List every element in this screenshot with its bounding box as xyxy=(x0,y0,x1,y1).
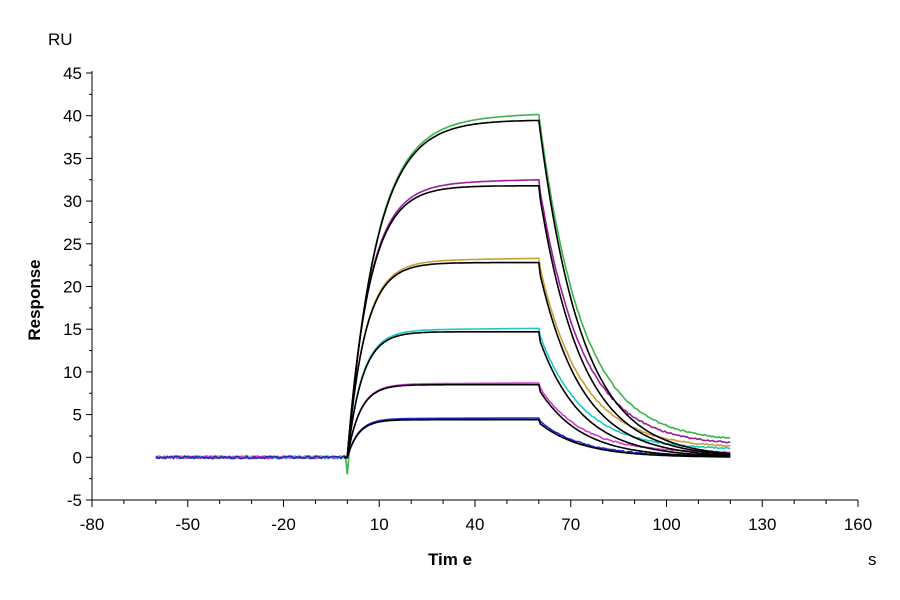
y-tick-label: -5 xyxy=(67,491,82,510)
data-series-2 xyxy=(155,179,731,460)
y-tick-label: 10 xyxy=(63,363,82,382)
x-tick-label: 40 xyxy=(466,515,485,534)
fit-layer xyxy=(344,119,731,459)
y-tick-label: 0 xyxy=(73,448,82,467)
y-unit-label: RU xyxy=(48,30,73,49)
fit-curve-6 xyxy=(344,418,731,459)
y-tick-label: 45 xyxy=(63,64,82,83)
x-unit-label: s xyxy=(868,550,877,569)
x-axis-title: Tim e xyxy=(428,550,472,569)
y-tick-label: 30 xyxy=(63,192,82,211)
x-tick-label: 100 xyxy=(652,515,680,534)
x-tick-label: 70 xyxy=(561,515,580,534)
y-tick-label: 15 xyxy=(63,320,82,339)
y-tick-label: 5 xyxy=(73,406,82,425)
y-tick-label: 25 xyxy=(63,235,82,254)
fit-curve-1 xyxy=(344,119,731,459)
y-axis-title: Response xyxy=(25,259,44,340)
x-tick-label: -50 xyxy=(175,515,200,534)
x-tick-label: -20 xyxy=(271,515,296,534)
data-series-4 xyxy=(155,327,731,460)
x-tick-label: 130 xyxy=(748,515,776,534)
x-tick-label: -80 xyxy=(80,515,105,534)
x-tick-label: 10 xyxy=(370,515,389,534)
fit-curve-4 xyxy=(344,331,731,459)
y-tick-label: 40 xyxy=(63,107,82,126)
x-tick-label: 160 xyxy=(844,515,872,534)
data-series-3 xyxy=(155,257,731,460)
labels: RU s Tim e Response xyxy=(25,30,877,569)
y-tick-label: 20 xyxy=(63,278,82,297)
fit-curve-5 xyxy=(344,383,731,459)
y-tick-label: 35 xyxy=(63,149,82,168)
fit-curve-3 xyxy=(344,261,731,459)
fit-curve-2 xyxy=(344,185,731,459)
